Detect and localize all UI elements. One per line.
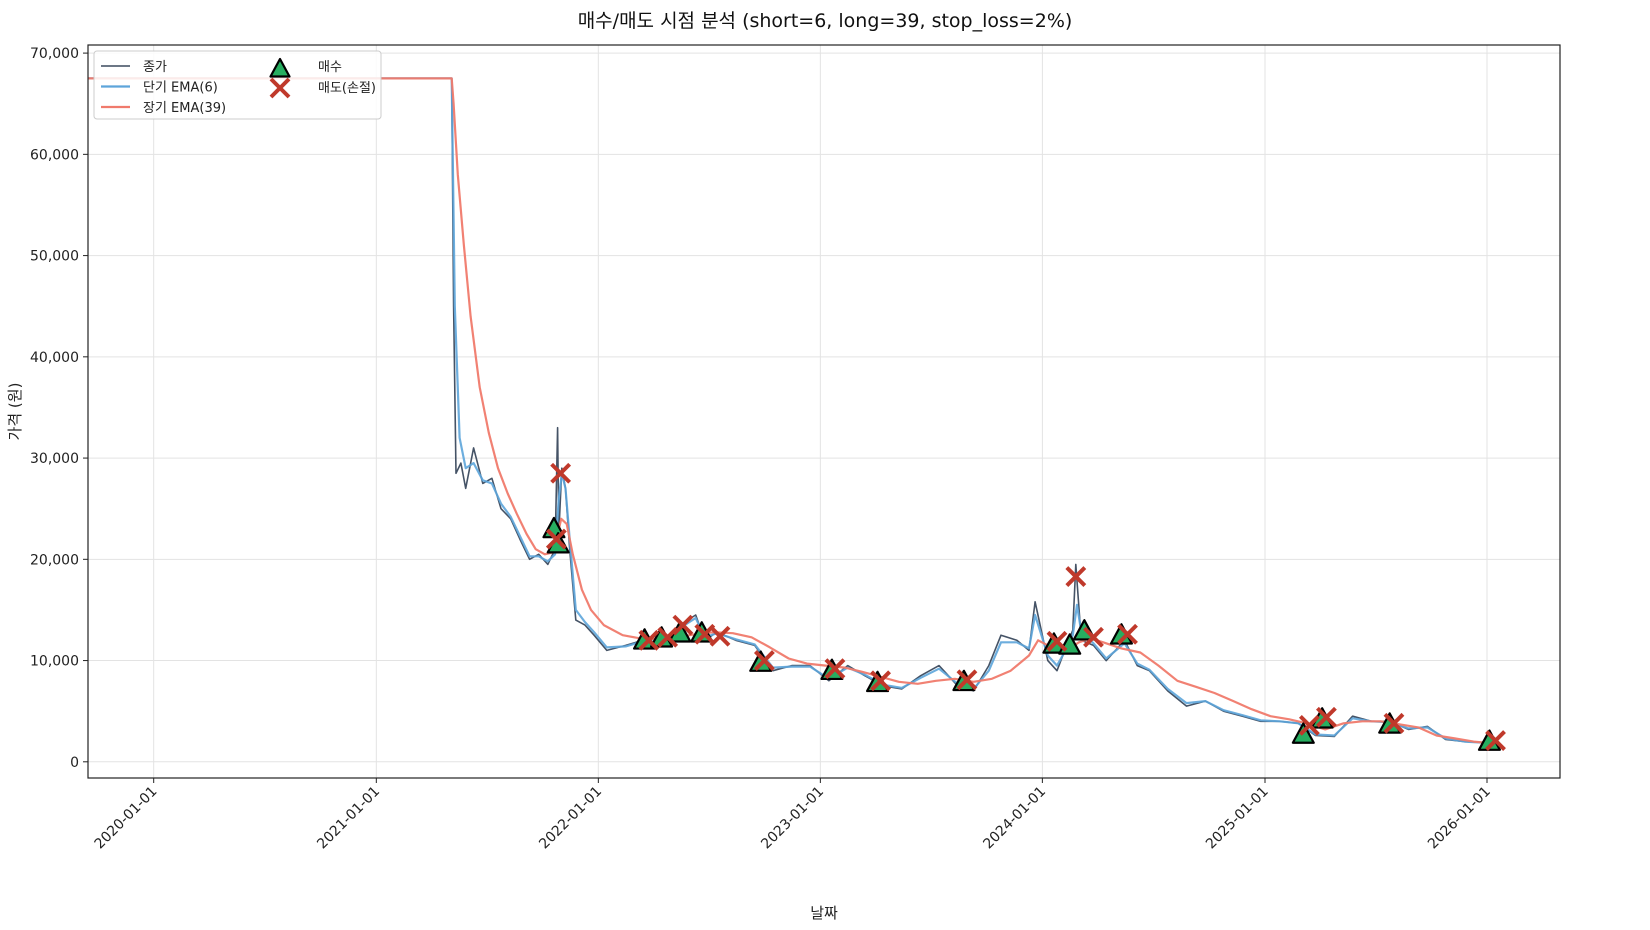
chart-title: 매수/매도 시점 분석 (short=6, long=39, stop_loss… <box>578 10 1073 32</box>
sell-marker-stroke <box>1046 630 1068 652</box>
sell-marker-stroke <box>709 625 731 647</box>
sell-marker <box>709 625 731 647</box>
sell-marker <box>956 669 978 691</box>
legend-item-sell-label: 매도(손절) <box>318 81 376 96</box>
legend-item-close-label: 종가 <box>143 60 167 75</box>
y-tick-label: 40,000 <box>30 350 79 366</box>
sell-marker-stroke <box>545 528 567 550</box>
y-tick-label: 30,000 <box>30 451 79 467</box>
sell-marker-stroke <box>1083 626 1104 648</box>
sell-marker <box>1083 626 1104 648</box>
y-tick-label: 50,000 <box>30 249 79 265</box>
sell-marker-stroke <box>657 626 679 648</box>
sell-marker-stroke <box>1065 566 1087 587</box>
legend-box <box>93 50 382 120</box>
plot-frame <box>87 44 1561 779</box>
y-axis-title: 가격 (원) <box>6 383 24 441</box>
grid <box>88 45 1560 778</box>
sell-marker <box>1065 566 1087 587</box>
series-long-ema-line <box>88 77 1496 745</box>
x-tick-label: 2026-01-01 <box>1425 784 1494 853</box>
sell-marker-stroke <box>870 670 891 692</box>
x-tick-label: 2022-01-01 <box>536 784 605 853</box>
sell-marker <box>550 462 572 484</box>
legend-item-short-ema-label: 단기 EMA(6) <box>143 81 218 96</box>
sell-marker-stroke <box>672 614 694 636</box>
y-tick-label: 10,000 <box>30 654 79 670</box>
sell-marker-stroke <box>1316 706 1337 728</box>
sell-marker-stroke <box>638 629 660 651</box>
y-tick-label: 0 <box>70 755 79 771</box>
sell-marker-stroke <box>1298 714 1320 736</box>
sell-marker <box>1485 730 1506 751</box>
legend-item-long-ema-label: 장기 EMA(39) <box>143 101 226 116</box>
sell-marker <box>870 670 891 692</box>
sell-marker-stroke <box>1117 623 1138 645</box>
x-axis-title: 날짜 <box>810 904 838 922</box>
sell-marker-stroke <box>753 650 775 671</box>
sell-marker-stroke <box>1383 712 1405 734</box>
x-tick-label: 2021-01-01 <box>314 784 383 853</box>
legend-item-buy-label: 매수 <box>318 60 342 75</box>
sell-marker <box>545 528 567 550</box>
legend-item-sell-swatch <box>269 77 291 99</box>
sell-marker <box>638 629 660 651</box>
sell-marker <box>657 626 679 648</box>
sell-marker <box>1316 706 1337 728</box>
y-tick-label: 60,000 <box>30 147 79 163</box>
y-tick-label: 20,000 <box>30 552 79 568</box>
sell-marker <box>1383 712 1405 734</box>
sell-marker <box>1117 623 1138 645</box>
sell-marker <box>1298 714 1320 736</box>
sell-marker <box>824 658 846 680</box>
x-tick-label: 2023-01-01 <box>758 784 827 853</box>
legend-item-buy-swatch <box>269 57 291 78</box>
sell-marker-stroke <box>824 658 846 680</box>
series-close-line <box>88 77 1496 746</box>
sell-marker <box>672 614 694 636</box>
x-tick-label: 2024-01-01 <box>980 784 1049 853</box>
plot-area <box>88 77 1506 751</box>
y-tick-label: 70,000 <box>30 46 79 62</box>
sell-marker-stroke <box>550 462 572 484</box>
y-axis: 0 10,000 20,000 30,000 40,000 50,000 60,000 70,… <box>30 46 88 771</box>
sell-marker <box>753 650 775 671</box>
sell-marker-stroke <box>956 669 978 691</box>
x-tick-label: 2020-01-01 <box>92 784 161 853</box>
x-tick-label: 2025-01-01 <box>1203 784 1272 853</box>
series-short-ema-line <box>88 77 1496 746</box>
sell-marker-stroke <box>1485 730 1506 751</box>
sell-marker <box>1046 630 1068 652</box>
x-axis: 2020-01-01 2021-01-01 2022-01-01 2023-01-01… <box>92 778 1494 852</box>
